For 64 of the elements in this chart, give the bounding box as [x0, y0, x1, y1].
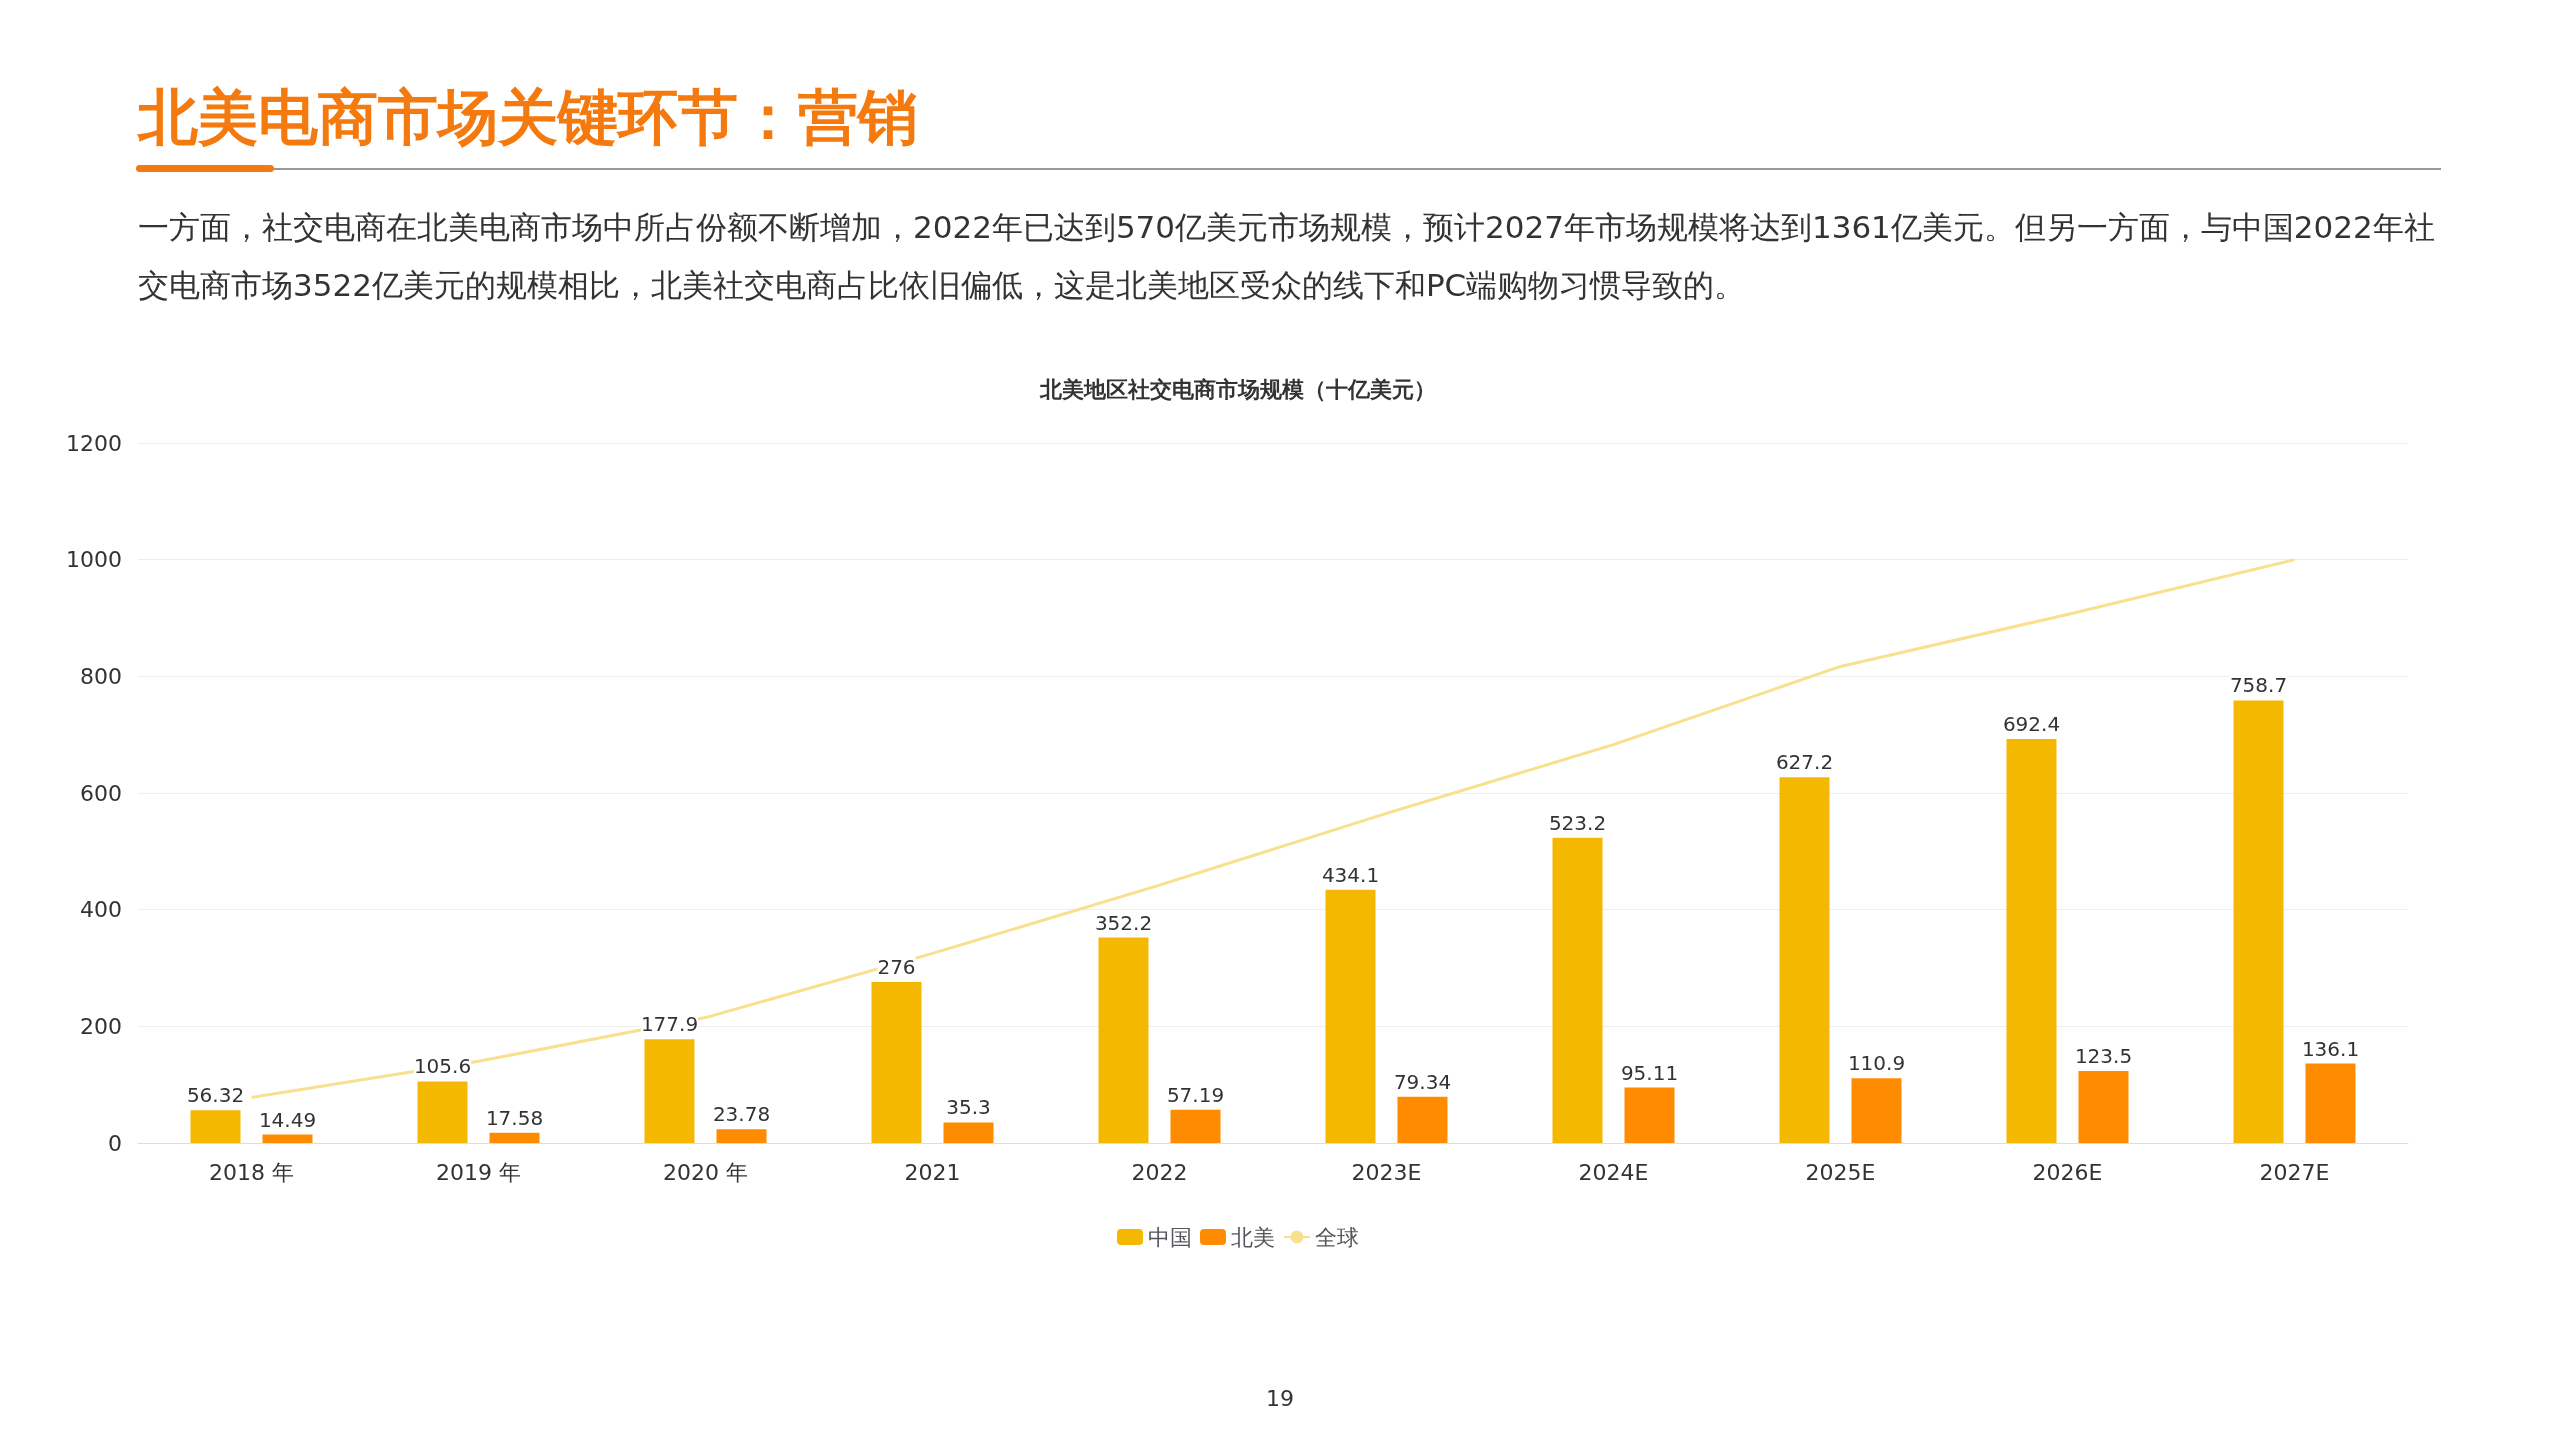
bar — [489, 1132, 540, 1143]
x-tick-label: 2021 — [904, 1159, 961, 1185]
data-label: 56.32 — [186, 1083, 245, 1108]
y-tick-label: 800 — [80, 663, 122, 689]
bar — [943, 1122, 994, 1143]
data-label: 17.58 — [485, 1105, 544, 1130]
data-label: 692.4 — [2002, 712, 2061, 737]
data-label: 177.9 — [640, 1012, 699, 1037]
chart-title: 北美地区社交电商市场规模（十亿美元） — [1039, 376, 1436, 402]
data-label: 23.78 — [712, 1102, 771, 1127]
data-label: 123.5 — [2074, 1043, 2133, 1068]
data-label: 110.9 — [1847, 1051, 1906, 1076]
bar — [1624, 1087, 1675, 1143]
data-label: 136.1 — [2301, 1036, 2360, 1061]
data-label: 95.11 — [1620, 1060, 1679, 1085]
bar — [644, 1039, 695, 1143]
x-tick-label: 2019 年 — [436, 1159, 521, 1185]
legend-label: 北美 — [1231, 1224, 1275, 1250]
y-tick-label: 400 — [80, 897, 122, 923]
y-tick-label: 1000 — [66, 547, 122, 573]
data-label: 79.34 — [1393, 1069, 1452, 1094]
legend-label: 全球 — [1315, 1224, 1359, 1250]
data-label: 758.7 — [2229, 673, 2288, 698]
bar — [190, 1110, 241, 1143]
x-tick-label: 2025E — [1805, 1159, 1876, 1185]
bar — [2006, 739, 2057, 1143]
data-label: 434.1 — [1321, 862, 1380, 887]
bar — [871, 982, 922, 1143]
bar — [1170, 1109, 1221, 1143]
bar — [1098, 937, 1149, 1143]
bar — [1325, 889, 1376, 1143]
bar — [417, 1081, 468, 1143]
bar — [262, 1134, 313, 1143]
bar — [716, 1129, 767, 1143]
data-label: 627.2 — [1775, 750, 1834, 775]
y-tick-label: 600 — [80, 780, 122, 806]
data-label: 523.2 — [1548, 810, 1607, 835]
data-label: 276 — [877, 955, 916, 979]
data-label: 57.19 — [1166, 1082, 1225, 1107]
legend-label: 中国 — [1148, 1224, 1192, 1250]
bar — [1851, 1078, 1902, 1143]
x-tick-label: 2023E — [1351, 1159, 1422, 1185]
x-tick-label: 2018 年 — [209, 1159, 294, 1185]
data-label: 14.49 — [258, 1107, 317, 1132]
text: 19 — [1265, 1386, 1295, 1411]
bar — [2078, 1070, 2129, 1143]
bar — [2233, 700, 2284, 1143]
bar — [1779, 777, 1830, 1143]
x-tick-label: 2020 年 — [663, 1159, 748, 1185]
y-tick-label: 1200 — [66, 430, 122, 456]
data-label: 35.3 — [946, 1095, 991, 1120]
data-label: 105.6 — [413, 1054, 472, 1079]
x-tick-label: 2024E — [1578, 1159, 1649, 1185]
data-label: 352.2 — [1094, 910, 1153, 935]
bar — [2305, 1063, 2356, 1143]
text: 北美电商市场关键环节：营销 — [138, 81, 918, 154]
bar — [1397, 1096, 1448, 1143]
x-tick-label: 2027E — [2259, 1159, 2330, 1185]
y-tick-label: 200 — [80, 1013, 122, 1039]
x-tick-label: 2026E — [2032, 1159, 2103, 1185]
bar — [1552, 837, 1603, 1143]
y-tick-label: 0 — [108, 1130, 122, 1156]
text: 一方面，社交电商在北美电商市场中所占份额不断增加，2022年已达到570亿美元市场规模，预计2027年市场规模将达到1361亿美元。但另一方面，与中国2022年社交电商市场3522亿美元的规模相比，北美社交电商占比依旧偏低，这是北美地区受众的线下和PC端购物习惯导致的。 — [138, 208, 2436, 305]
x-tick-label: 2022 — [1131, 1159, 1188, 1185]
